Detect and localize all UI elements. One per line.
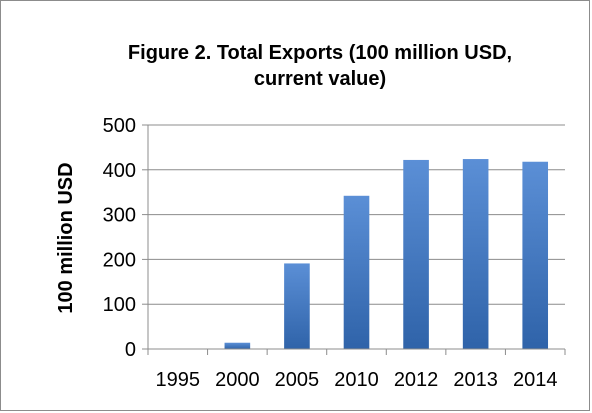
y-tick-label: 200 — [103, 249, 136, 271]
x-tick-label: 2013 — [453, 369, 498, 391]
y-tick-label: 100 — [103, 294, 136, 316]
chart-title-line-1: Figure 2. Total Exports (100 million USD… — [127, 42, 513, 64]
y-tick-label: 400 — [103, 160, 136, 182]
x-tick-label: 1995 — [156, 369, 201, 391]
bar-2005 — [284, 263, 310, 349]
bar-2010 — [343, 195, 370, 349]
bar-2013 — [462, 159, 489, 349]
y-tick-label: 500 — [103, 115, 136, 137]
x-tick-label: 2000 — [215, 369, 260, 391]
x-tick-label: 2014 — [513, 369, 558, 391]
bar-2014 — [522, 161, 549, 349]
y-tick-label: 0 — [125, 339, 136, 361]
bar-2012 — [403, 159, 429, 349]
chart-title-line-2: current value) — [253, 68, 387, 90]
x-tick-label: 2012 — [394, 369, 439, 391]
y-tick-label: 300 — [103, 205, 136, 227]
y-axis-label: 100 million USD — [55, 162, 77, 313]
x-tick-label: 2010 — [334, 369, 379, 391]
bar-2000 — [224, 342, 251, 349]
x-tick-label: 2005 — [275, 369, 320, 391]
